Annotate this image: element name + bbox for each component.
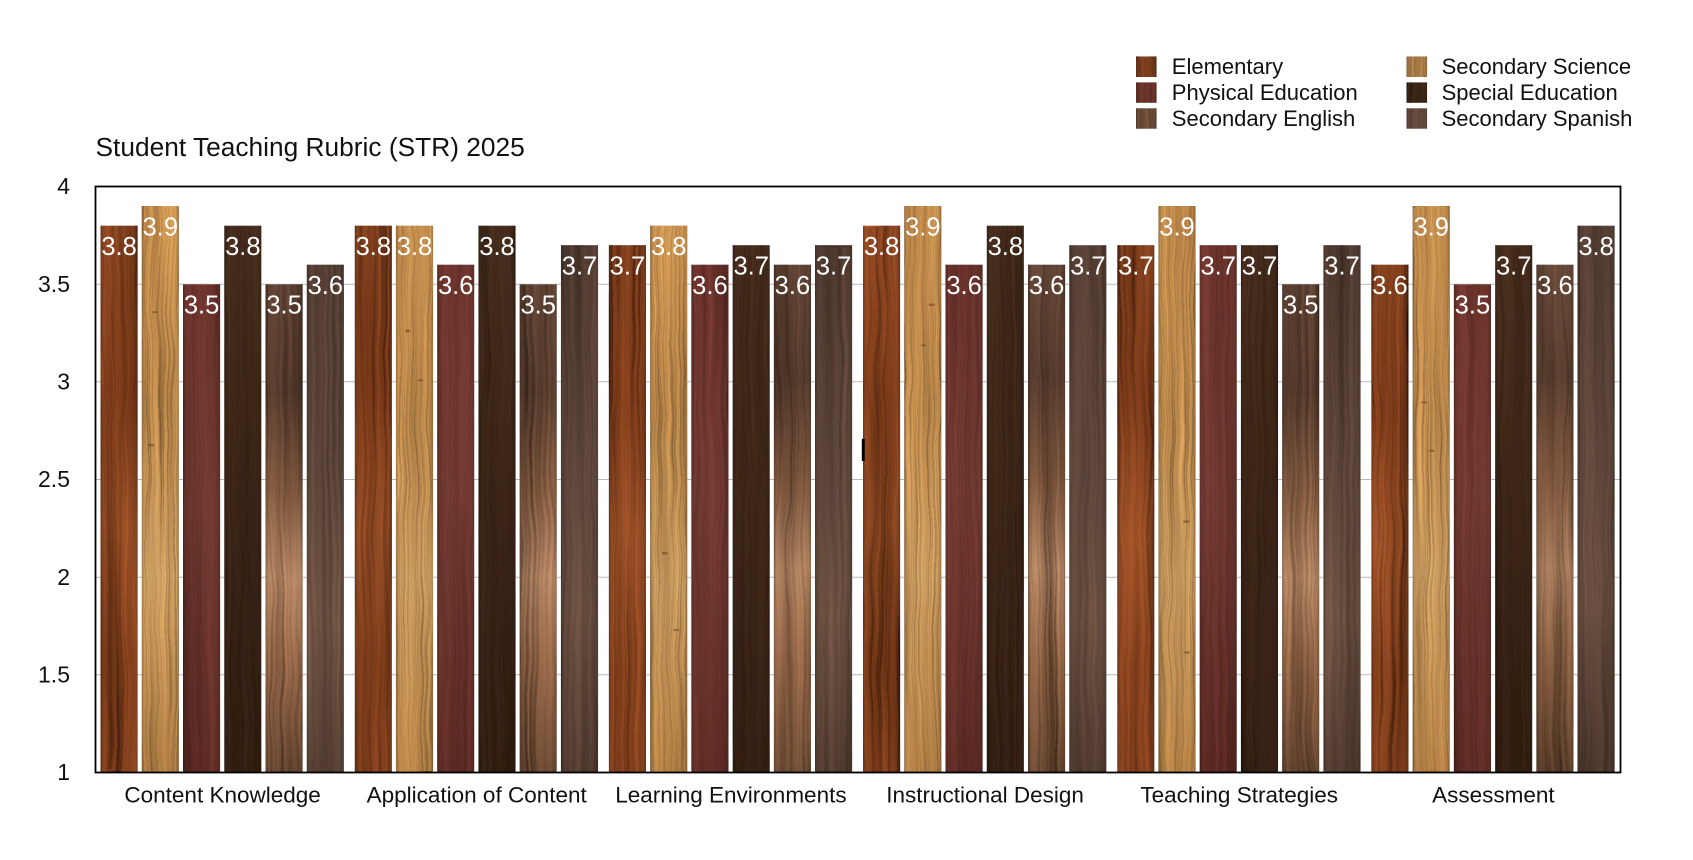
svg-text:Application of Content: Application of Content [367,783,588,808]
svg-text:3.9: 3.9 [905,214,940,242]
svg-text:4: 4 [57,173,70,199]
svg-text:Secondary English: Secondary English [1172,106,1355,131]
svg-text:3.7: 3.7 [1118,253,1153,281]
svg-text:3.7: 3.7 [1200,253,1235,281]
svg-text:Secondary Science: Secondary Science [1442,54,1632,79]
svg-text:3.6: 3.6 [692,272,727,300]
svg-text:Student Teaching Rubric (STR): Student Teaching Rubric (STR) 2025 [96,132,525,162]
svg-text:3.8: 3.8 [651,233,686,261]
svg-text:3.6: 3.6 [1029,272,1064,300]
svg-text:1: 1 [57,759,70,785]
svg-text:3.6: 3.6 [308,272,343,300]
svg-text:Content Knowledge: Content Knowledge [124,783,320,808]
svg-text:3.8: 3.8 [988,233,1023,261]
svg-text:3.8: 3.8 [101,233,136,261]
svg-text:Learning Environments: Learning Environments [615,783,846,808]
svg-text:3.9: 3.9 [1413,214,1448,242]
svg-text:3.7: 3.7 [816,253,851,281]
svg-text:2.5: 2.5 [38,466,70,492]
svg-text:3.5: 3.5 [184,292,219,320]
svg-text:Secondary Spanish: Secondary Spanish [1442,106,1633,131]
svg-text:Teaching Strategies: Teaching Strategies [1140,783,1338,808]
svg-text:2: 2 [57,564,70,590]
svg-text:3.7: 3.7 [610,253,645,281]
svg-text:3.7: 3.7 [733,253,768,281]
svg-text:Instructional Design: Instructional Design [886,783,1084,808]
svg-text:3.8: 3.8 [479,233,514,261]
svg-text:Special Education: Special Education [1442,80,1618,105]
svg-text:3.6: 3.6 [1537,272,1572,300]
svg-text:3.7: 3.7 [1070,253,1105,281]
svg-text:3.6: 3.6 [775,272,810,300]
svg-text:3.7: 3.7 [1496,253,1531,281]
svg-text:Assessment: Assessment [1432,783,1555,808]
svg-text:3.9: 3.9 [143,214,178,242]
svg-text:3.8: 3.8 [225,233,260,261]
svg-text:3.5: 3.5 [38,271,70,297]
svg-text:3.9: 3.9 [1159,214,1194,242]
svg-text:Elementary: Elementary [1172,54,1283,79]
svg-text:3.7: 3.7 [1324,253,1359,281]
svg-text:3.5: 3.5 [266,292,301,320]
svg-text:3.5: 3.5 [1455,292,1490,320]
svg-text:3.5: 3.5 [520,292,555,320]
svg-text:3.8: 3.8 [864,233,899,261]
svg-text:3.8: 3.8 [356,233,391,261]
svg-text:Physical Education: Physical Education [1172,80,1358,105]
svg-text:3.8: 3.8 [1578,233,1613,261]
svg-text:3.6: 3.6 [1372,272,1407,300]
svg-text:3.8: 3.8 [397,233,432,261]
svg-text:3: 3 [57,368,70,394]
svg-text:3.6: 3.6 [438,272,473,300]
svg-text:3.6: 3.6 [946,272,981,300]
svg-text:1.5: 1.5 [38,661,70,687]
svg-text:3.7: 3.7 [562,253,597,281]
svg-text:3.5: 3.5 [1283,292,1318,320]
svg-text:3.7: 3.7 [1242,253,1277,281]
